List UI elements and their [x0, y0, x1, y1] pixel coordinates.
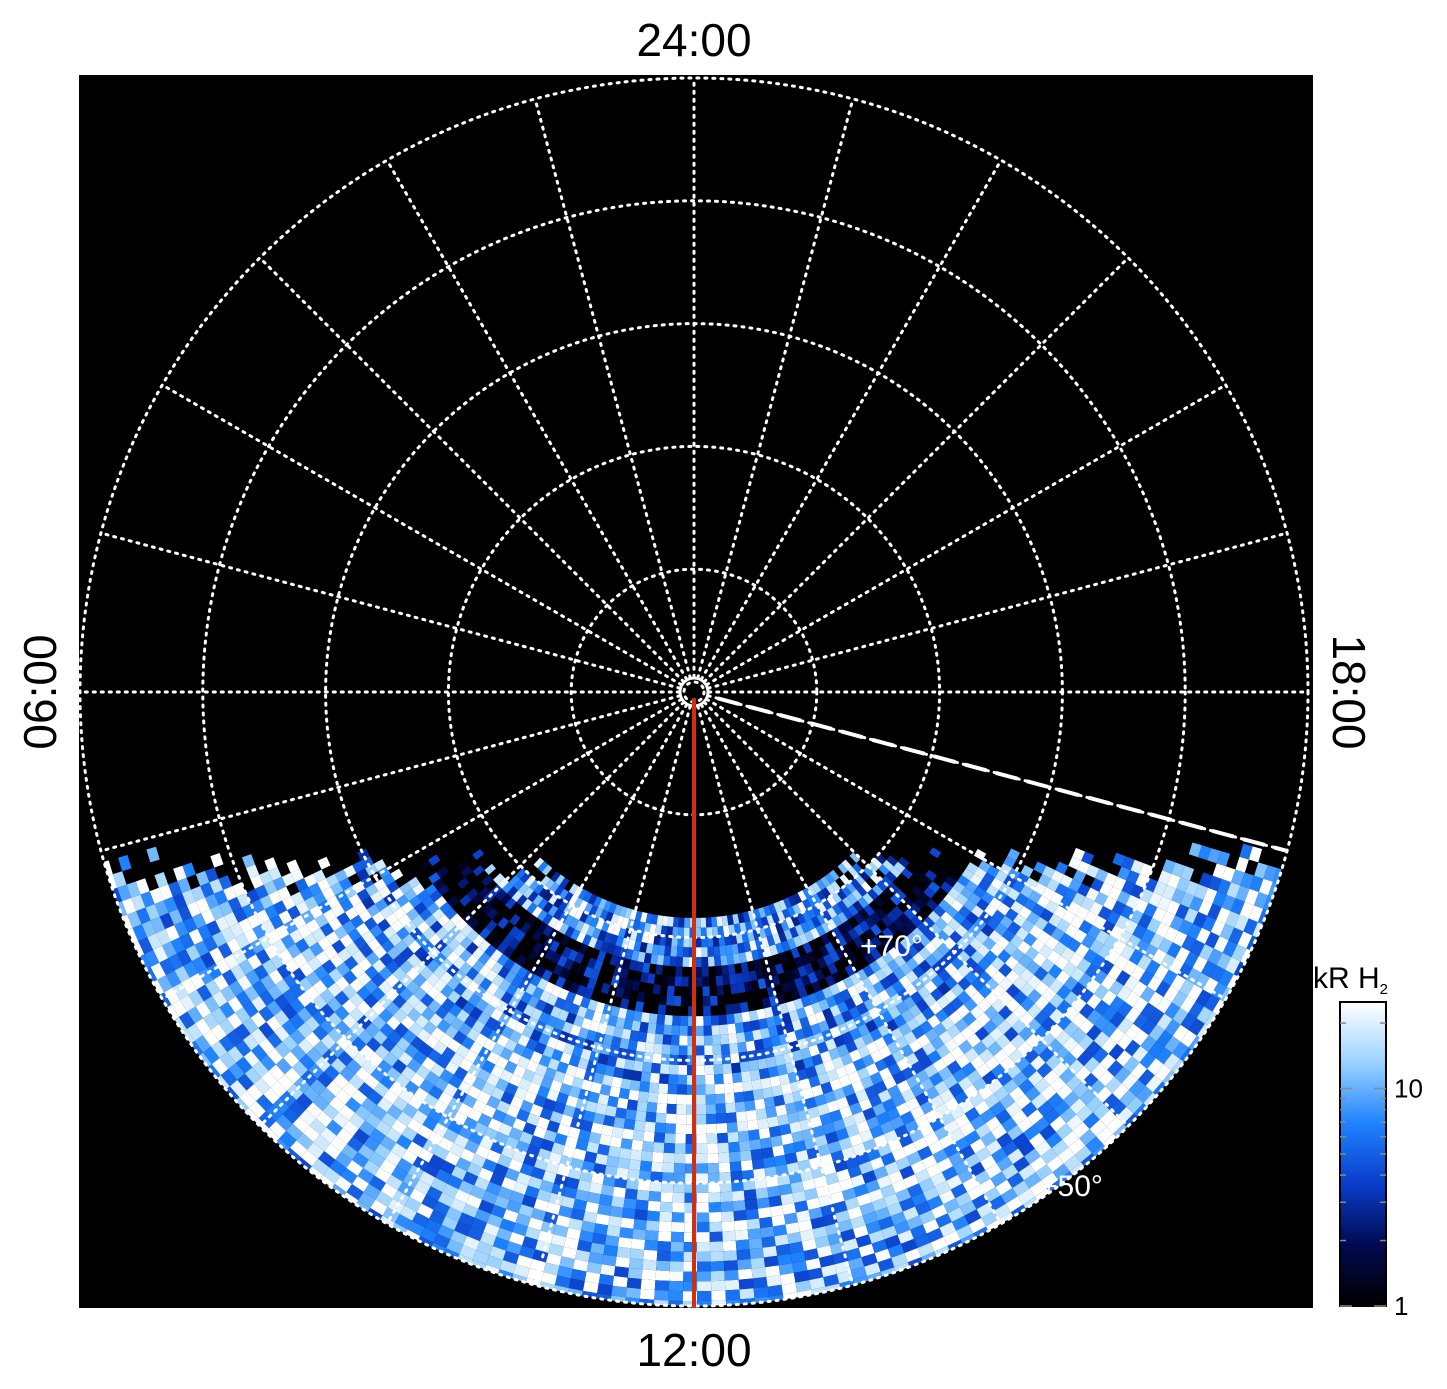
emission-heatmap — [99, 842, 1287, 1306]
colorbar-tick-label-1: 10 — [1394, 1074, 1423, 1104]
annotation-lines — [692, 696, 1288, 1308]
colorbar-label-main: kR H — [1313, 962, 1380, 995]
colorbar: kR H2 1 10 — [1313, 962, 1423, 1321]
colorbar-tick-label-0: 1 — [1394, 1291, 1408, 1321]
latitude-label-50: +50° — [1040, 1170, 1103, 1203]
local-time-label-top: 24:00 — [636, 14, 751, 66]
colorbar-ticks: 1 10 — [1340, 1022, 1423, 1321]
local-time-label-left: 06:00 — [14, 634, 66, 749]
colorbar-gradient — [1339, 1001, 1387, 1307]
colorbar-label: kR H2 — [1313, 962, 1388, 998]
local-time-label-right: 18:00 — [1323, 634, 1375, 749]
local-time-label-bottom: 12:00 — [636, 1324, 751, 1376]
latitude-label-70: +70° — [860, 930, 923, 963]
colorbar-label-subscript: 2 — [1380, 981, 1388, 998]
